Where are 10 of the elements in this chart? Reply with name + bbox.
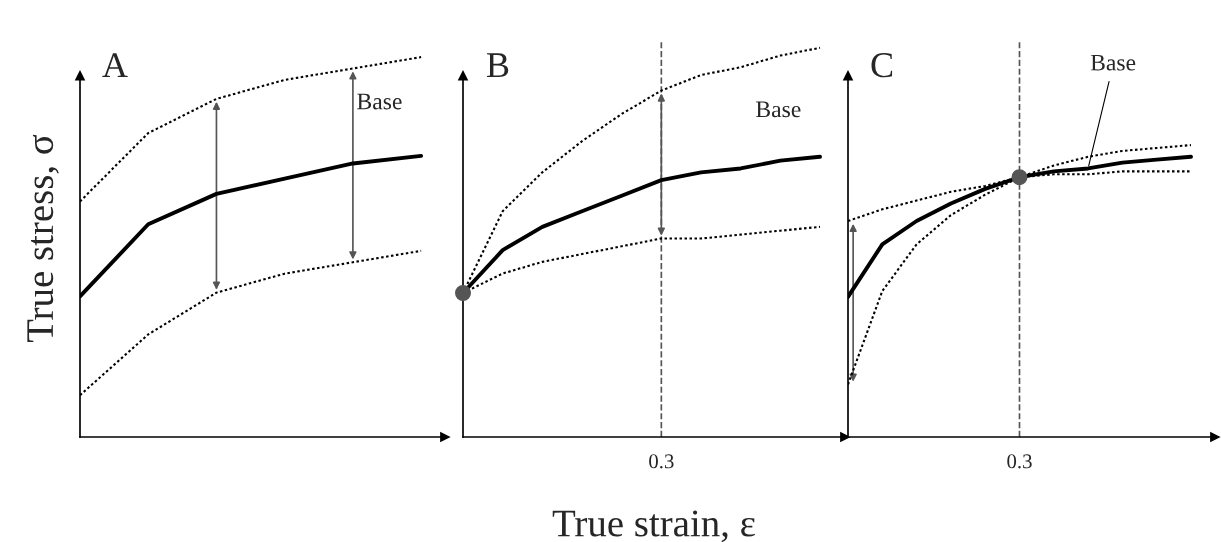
text: 0.3 — [1007, 454, 1032, 469]
chart-title: C — [871, 53, 893, 78]
series-label: Base — [756, 101, 801, 118]
text: Base — [357, 93, 402, 110]
text: 0.3 — [649, 454, 674, 469]
y-axis-title: True stress, σ — [27, 134, 59, 343]
chart-title: A — [102, 53, 128, 77]
chart-title: B — [486, 53, 509, 78]
text: Base — [1090, 54, 1136, 71]
x-axis-title: True strain, ε — [552, 510, 755, 542]
